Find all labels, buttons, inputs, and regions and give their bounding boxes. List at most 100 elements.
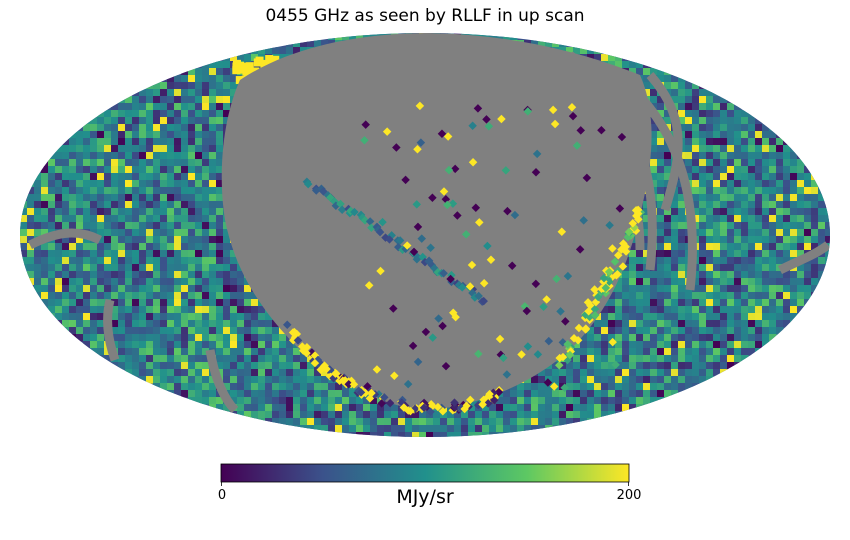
sky-pixel: [188, 376, 196, 384]
sky-pixel: [167, 348, 175, 356]
sky-pixel: [755, 306, 763, 314]
sky-pixel: [762, 306, 770, 314]
sky-pixel: [671, 369, 679, 377]
sky-pixel: [748, 138, 756, 146]
sky-pixel: [790, 187, 798, 195]
sky-pixel: [195, 145, 203, 153]
sky-pixel: [181, 292, 189, 300]
sky-pixel: [720, 327, 728, 335]
sky-pixel: [797, 299, 805, 307]
sky-pixel: [62, 257, 70, 265]
sky-pixel: [62, 145, 70, 153]
sky-pixel: [720, 222, 728, 230]
sky-pixel: [174, 166, 182, 174]
sky-pixel: [713, 306, 721, 314]
sky-pixel: [769, 131, 777, 139]
sky-pixel: [755, 278, 763, 286]
sky-pixel: [69, 292, 77, 300]
sky-pixel: [629, 257, 637, 265]
sky-pixel: [594, 369, 602, 377]
sky-pixel: [636, 320, 644, 328]
sky-pixel: [181, 376, 189, 384]
sky-pixel: [76, 145, 84, 153]
sky-pixel: [608, 299, 616, 307]
sky-pixel: [783, 180, 791, 188]
sky-pixel: [608, 54, 616, 62]
sky-pixel: [748, 257, 756, 265]
sky-pixel: [678, 75, 686, 83]
sky-pixel: [181, 306, 189, 314]
sky-pixel: [195, 250, 203, 258]
sky-pixel: [153, 166, 161, 174]
sky-pixel: [202, 383, 210, 391]
sky-pixel: [48, 264, 56, 272]
sky-pixel: [195, 278, 203, 286]
sky-pixel: [62, 194, 70, 202]
sky-pixel: [209, 215, 217, 223]
sky-pixel: [237, 299, 245, 307]
sky-pixel: [636, 383, 644, 391]
sky-pixel: [671, 89, 679, 97]
sky-pixel: [776, 285, 784, 293]
sky-pixel: [111, 166, 119, 174]
sky-pixel: [699, 369, 707, 377]
sky-pixel: [55, 166, 63, 174]
sky-pixel: [734, 187, 742, 195]
sky-pixel: [762, 327, 770, 335]
sky-pixel: [762, 285, 770, 293]
sky-pixel: [734, 222, 742, 230]
sky-pixel: [755, 229, 763, 237]
sky-pixel: [265, 47, 273, 55]
sky-pixel: [223, 257, 231, 265]
sky-pixel: [622, 362, 630, 370]
sky-pixel: [776, 236, 784, 244]
sky-pixel: [125, 222, 133, 230]
sky-pixel: [216, 68, 224, 76]
sky-pixel: [762, 320, 770, 328]
sky-pixel: [111, 138, 119, 146]
sky-pixel: [146, 229, 154, 237]
sky-pixel: [811, 257, 819, 265]
sky-pixel: [650, 285, 658, 293]
sky-pixel: [20, 236, 28, 244]
sky-pixel: [678, 348, 686, 356]
sky-pixel: [699, 117, 707, 125]
sky-pixel: [251, 320, 259, 328]
sky-pixel: [97, 173, 105, 181]
sky-pixel: [762, 152, 770, 160]
sky-pixel: [678, 362, 686, 370]
sky-pixel: [636, 334, 644, 342]
sky-pixel: [818, 222, 826, 230]
sky-pixel: [664, 369, 672, 377]
sky-pixel: [657, 250, 665, 258]
sky-pixel: [125, 320, 133, 328]
sky-pixel: [153, 124, 161, 132]
sky-pixel: [69, 208, 77, 216]
sky-pixel: [650, 306, 658, 314]
sky-pixel: [629, 334, 637, 342]
sky-pixel: [76, 173, 84, 181]
sky-pixel: [83, 243, 91, 251]
sky-pixel: [153, 355, 161, 363]
sky-pixel: [699, 334, 707, 342]
sky-pixel: [699, 222, 707, 230]
sky-pixel: [685, 362, 693, 370]
sky-pixel: [195, 166, 203, 174]
sky-pixel: [580, 376, 588, 384]
sky-pixel: [202, 145, 210, 153]
sky-pixel: [727, 194, 735, 202]
sky-pixel: [713, 117, 721, 125]
sky-pixel: [594, 355, 602, 363]
sky-pixel: [713, 89, 721, 97]
sky-pixel: [622, 285, 630, 293]
sky-pixel: [188, 278, 196, 286]
sky-pixel: [223, 89, 231, 97]
sky-pixel: [748, 327, 756, 335]
sky-pixel: [174, 376, 182, 384]
sky-pixel: [636, 299, 644, 307]
sky-pixel: [741, 180, 749, 188]
sky-pixel: [97, 334, 105, 342]
sky-pixel: [643, 278, 651, 286]
sky-pixel: [671, 383, 679, 391]
sky-pixel: [741, 271, 749, 279]
